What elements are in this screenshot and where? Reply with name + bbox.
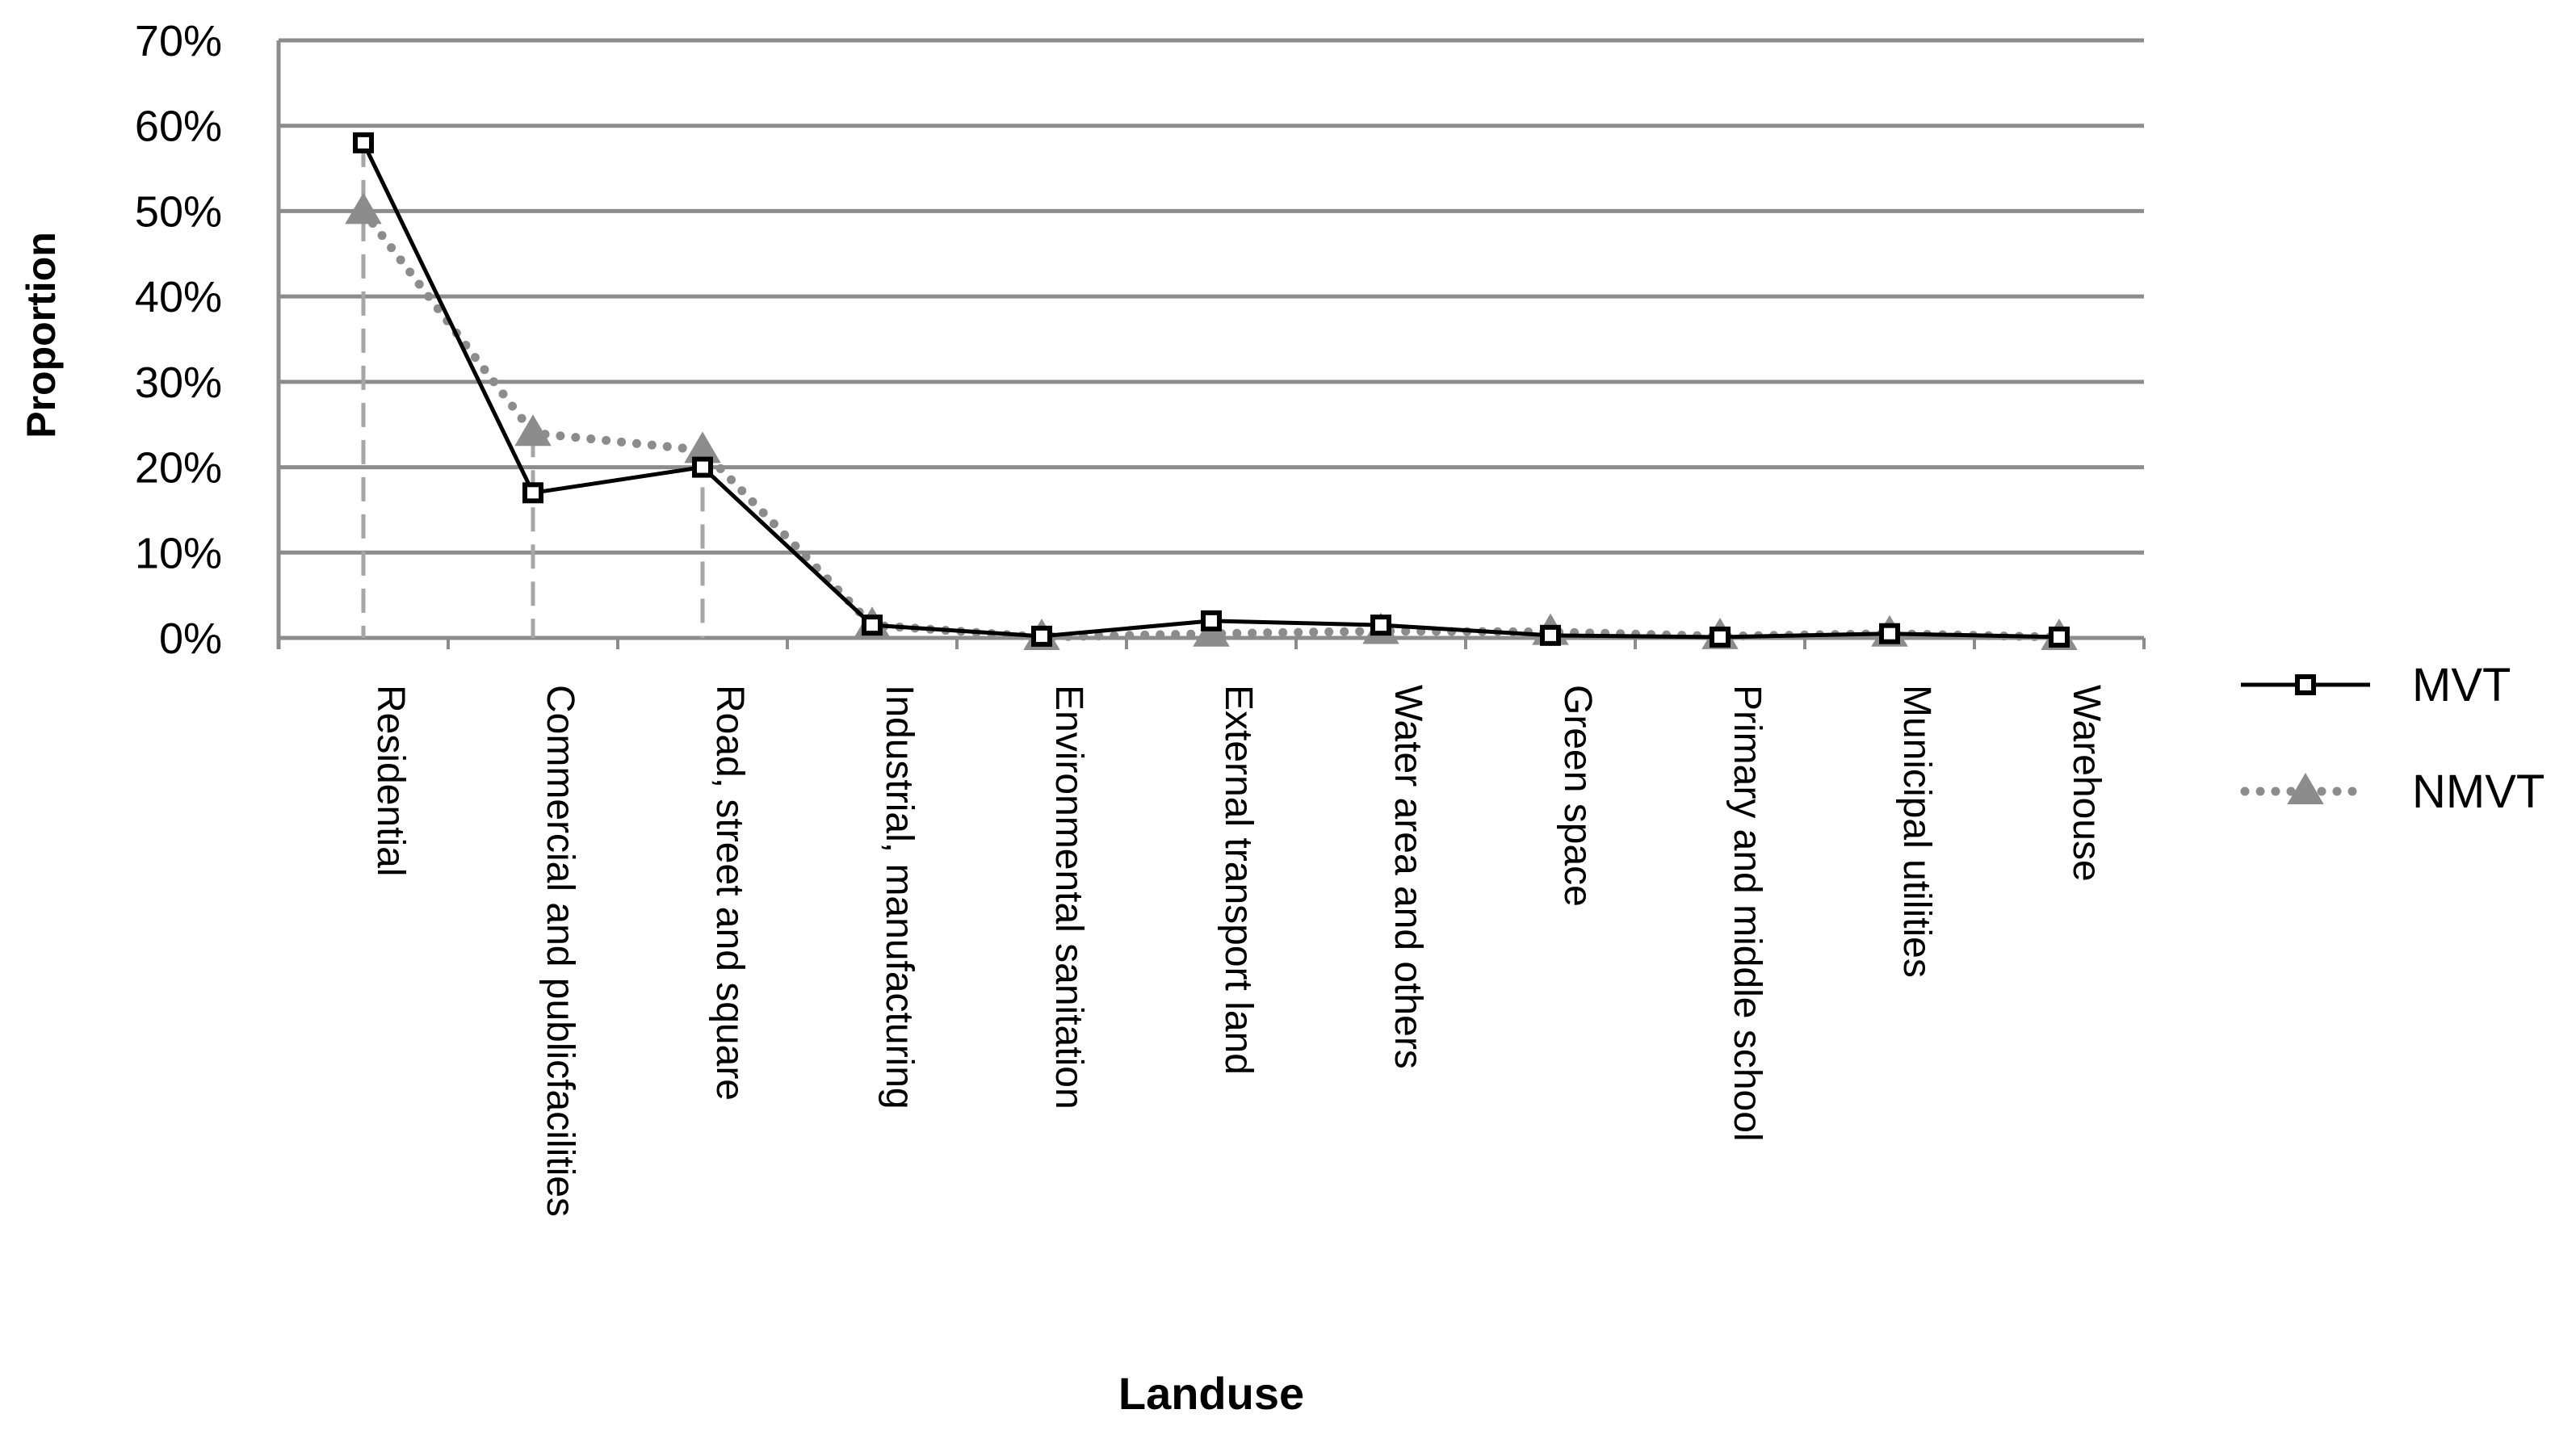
data-point bbox=[692, 456, 713, 478]
legend: MVT NMVT bbox=[2240, 659, 2545, 818]
series bbox=[345, 132, 2078, 650]
data-point bbox=[353, 132, 374, 153]
drop-lines bbox=[361, 142, 705, 638]
y-tick-label: 20% bbox=[135, 444, 222, 493]
series-nmvt bbox=[345, 192, 2078, 650]
y-axis-title: Proportion bbox=[19, 232, 64, 438]
data-point bbox=[1540, 624, 1561, 646]
gridlines bbox=[279, 38, 2144, 640]
x-tick-label: Residential bbox=[369, 685, 412, 876]
series-line bbox=[361, 141, 2060, 640]
series-mvt bbox=[353, 132, 2070, 648]
data-point bbox=[1710, 626, 1731, 648]
legend-marker bbox=[2287, 773, 2324, 804]
x-tick-label: Commercial and publicfacilities bbox=[539, 685, 581, 1217]
x-tick-label: Municipal utilities bbox=[1895, 685, 1938, 978]
data-point bbox=[522, 482, 543, 504]
x-tick-label: Green space bbox=[1556, 685, 1599, 907]
x-tick-label: Water area and others bbox=[1387, 685, 1429, 1069]
axes bbox=[276, 40, 2146, 649]
x-tick-label: Road, street and square bbox=[708, 685, 751, 1101]
y-tick-label: 0% bbox=[159, 615, 222, 663]
data-point bbox=[1031, 625, 1052, 647]
data-point bbox=[1879, 623, 1900, 644]
y-tick-label: 50% bbox=[135, 187, 222, 236]
data-point bbox=[1370, 615, 1391, 636]
series-line bbox=[359, 206, 2064, 642]
data-point bbox=[862, 615, 883, 636]
tick-labels: 0% 10% 20% 30% 40% 50% 60% 70% Residential Commer… bbox=[135, 17, 2108, 1217]
y-tick-label: 40% bbox=[135, 273, 222, 321]
legend-marker bbox=[2295, 674, 2316, 695]
y-tick-label: 30% bbox=[135, 359, 222, 407]
data-point bbox=[1201, 610, 1222, 631]
y-tick-label: 10% bbox=[135, 529, 222, 577]
x-tick-label: External transport land bbox=[1217, 685, 1260, 1075]
legend-label: NMVT bbox=[2412, 766, 2545, 818]
y-tick-label: 60% bbox=[135, 103, 222, 151]
legend-item: MVT bbox=[2241, 659, 2511, 711]
data-point bbox=[2049, 626, 2070, 648]
data-point bbox=[345, 192, 382, 224]
x-tick-label: Environmental sanitation bbox=[1047, 685, 1090, 1110]
legend-item: NMVT bbox=[2240, 766, 2545, 818]
legend-label: MVT bbox=[2412, 659, 2511, 711]
x-tick-label: Primary and middle school bbox=[1726, 685, 1768, 1142]
x-tick-label: Industrial, manufacturing bbox=[878, 685, 921, 1110]
x-tick-label: Warehouse bbox=[2065, 685, 2108, 882]
data-point bbox=[514, 414, 552, 447]
x-axis-title: Landuse bbox=[1118, 1368, 1304, 1419]
y-tick-label: 70% bbox=[135, 17, 222, 65]
